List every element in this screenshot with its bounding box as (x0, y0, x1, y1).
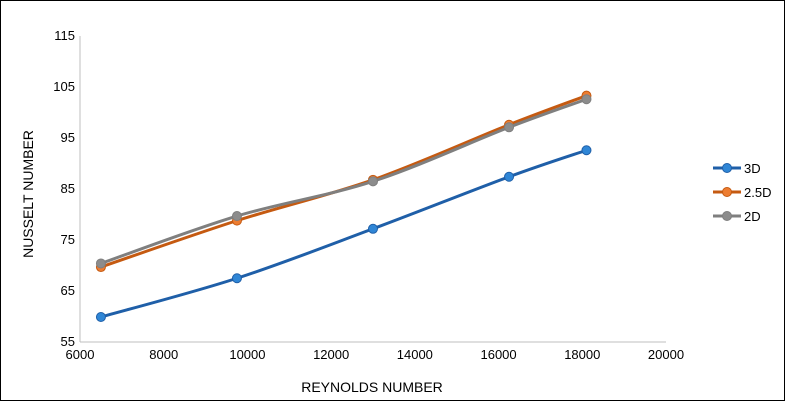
x-tick-label: 20000 (648, 347, 684, 362)
x-tick-label: 16000 (480, 347, 516, 362)
axes (79, 36, 666, 343)
data-point-2d (95, 258, 106, 269)
legend-item-3d: 3D (713, 161, 761, 176)
tick-labels: 6000 8000 10000 12000 14000 16000 18000 20000 55… (53, 28, 684, 362)
y-axis-label: NUSSELT NUMBER (20, 130, 36, 258)
x-axis-label: REYNOLDS NUMBER (301, 379, 443, 395)
legend-label: 2.5D (744, 185, 771, 200)
data-point-2d (368, 176, 378, 187)
legend-item-2d: 2D (713, 209, 761, 224)
data-point-3d (368, 223, 378, 234)
data-point-2d (504, 122, 515, 133)
series-group (95, 90, 592, 323)
legend-swatch-marker (722, 211, 732, 221)
x-tick-label: 18000 (564, 347, 600, 362)
y-tick-label: 75 (61, 232, 75, 247)
x-tick-label: 8000 (149, 347, 178, 362)
data-point-2d (231, 211, 242, 222)
legend-swatch-marker (722, 163, 732, 173)
x-tick-label: 6000 (66, 347, 95, 362)
x-tick-label: 10000 (229, 347, 265, 362)
y-tick-label: 65 (61, 283, 75, 298)
legend-label: 2D (744, 209, 761, 224)
x-tick-label: 12000 (313, 347, 349, 362)
legend-swatch-marker (722, 187, 732, 197)
x-tick-label: 14000 (397, 347, 433, 362)
data-point-3d (504, 171, 515, 182)
legend-label: 3D (744, 161, 761, 176)
legend: 3D 2.5D 2D (713, 161, 771, 224)
y-tick-label: 55 (61, 334, 75, 349)
y-tick-label: 95 (61, 130, 75, 145)
series-2-5d (95, 90, 592, 273)
series-3d (95, 145, 592, 323)
data-point-3d (581, 145, 592, 156)
y-tick-label: 105 (53, 79, 75, 94)
data-point-3d (231, 273, 242, 284)
data-point-3d (95, 312, 106, 323)
y-tick-label: 115 (54, 28, 75, 43)
y-tick-label: 85 (61, 181, 75, 196)
data-point-2d (581, 94, 592, 105)
legend-item-2-5d: 2.5D (713, 185, 771, 200)
series-2d (95, 94, 592, 269)
